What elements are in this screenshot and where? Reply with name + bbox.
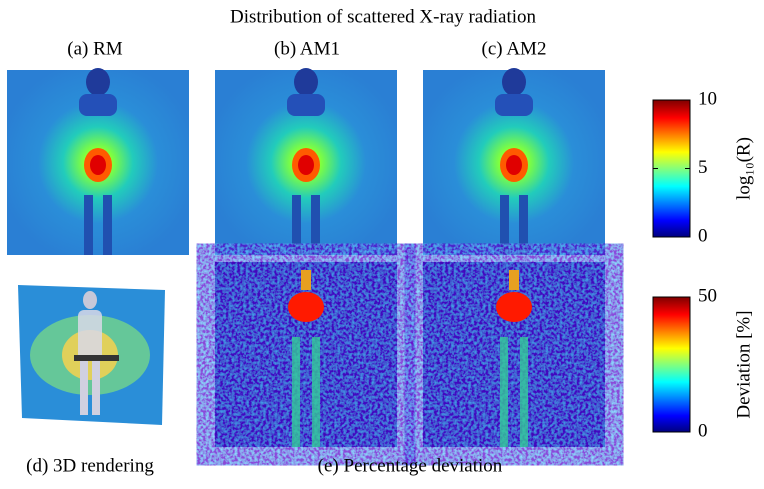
colorbar-tick-label: 0 (698, 225, 708, 246)
colorbar-label: log₁₀(R) (733, 137, 754, 200)
rendering-3d (18, 285, 165, 425)
panel-label: (c) AM2 (482, 38, 547, 59)
panel-label: (b) AM1 (274, 38, 340, 59)
colorbar-tick-label: 0 (698, 420, 708, 441)
caption: (d) 3D rendering (26, 455, 154, 476)
heatmap-image (423, 68, 605, 255)
colorbar (652, 99, 691, 238)
heatmap-image (7, 68, 189, 255)
deviation-image (423, 262, 605, 447)
deviation-image (215, 262, 397, 447)
colorbar-label: Deviation [%] (733, 310, 754, 418)
colorbar (652, 296, 691, 433)
panel-label: (a) RM (67, 38, 123, 59)
colorbar-tick-label: 10 (698, 88, 717, 109)
colorbar-tick-label: 5 (698, 157, 708, 178)
colorbar-tick-label: 50 (698, 285, 717, 306)
heatmap-image (215, 68, 397, 255)
figure-title: Distribution of scattered X-ray radiatio… (230, 6, 537, 27)
caption: (e) Percentage deviation (318, 455, 503, 476)
